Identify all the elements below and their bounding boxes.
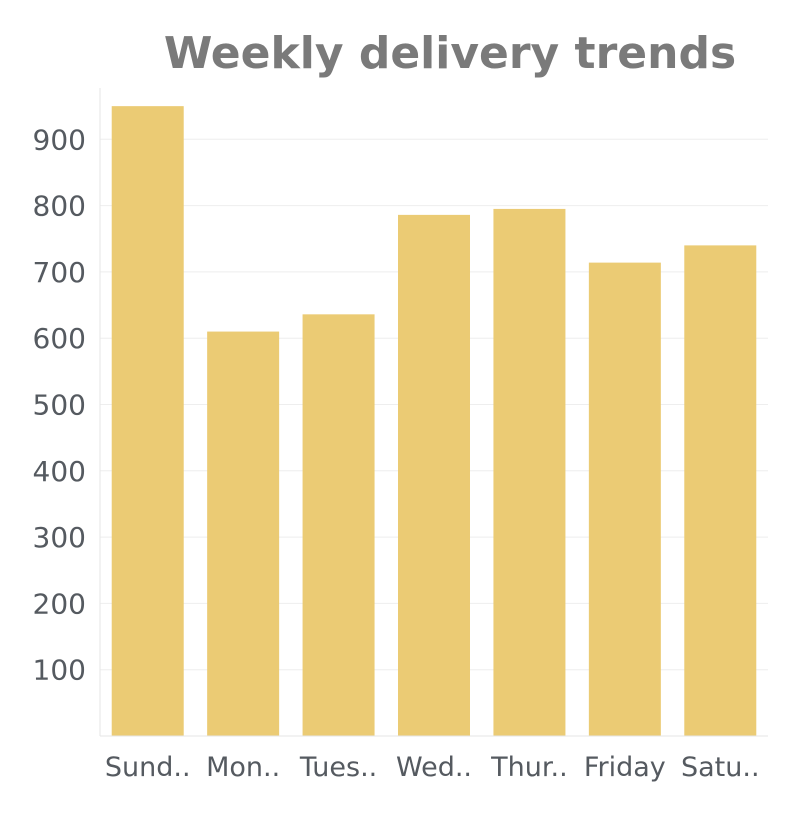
- bar-3: [302, 314, 375, 736]
- x-category-label: Satu..: [681, 752, 760, 783]
- bar-2: [207, 331, 280, 736]
- x-category-label: Tues..: [299, 752, 377, 783]
- x-category-label: Mon..: [206, 752, 280, 783]
- y-tick-label: 300: [33, 521, 86, 554]
- y-tick-label: 800: [33, 190, 86, 223]
- bar-4: [398, 214, 470, 736]
- bar-6: [588, 262, 661, 736]
- y-tick-label: 700: [33, 256, 86, 289]
- bars: [111, 106, 757, 737]
- bar-1: [111, 106, 184, 736]
- x-category-label: Sund..: [105, 752, 191, 783]
- y-tick-label: 500: [33, 389, 86, 422]
- y-tick-label: 100: [33, 654, 86, 687]
- y-tick-label: 600: [33, 322, 86, 355]
- y-tick-label: 400: [33, 455, 86, 488]
- x-category-label: Wed..: [396, 752, 472, 783]
- y-tick-labels: 100 200 300 400 500 600 700 800 900: [33, 123, 86, 686]
- x-category-label: Thur..: [490, 752, 568, 783]
- bar-5: [493, 208, 566, 737]
- bar-7: [684, 245, 757, 736]
- x-category-label: Friday: [584, 752, 666, 783]
- axes: [99, 88, 768, 737]
- y-tick-label: 900: [33, 123, 86, 156]
- chart-title: Weekly delivery trends: [163, 28, 737, 79]
- y-tick-label: 200: [33, 587, 86, 620]
- x-category-labels: Sund.. Mon.. Tues.. Wed.. Thur.. Friday Satu..: [105, 752, 760, 783]
